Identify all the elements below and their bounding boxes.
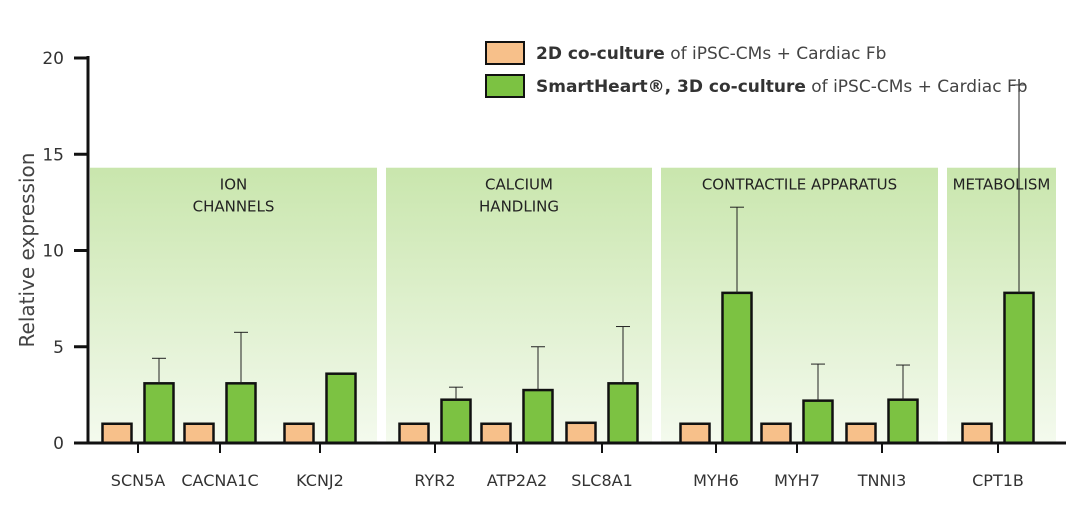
x-tick-label: KCNJ2 <box>296 471 344 490</box>
legend-bold-text: SmartHeart®, 3D co-culture <box>536 77 806 97</box>
bar-2d-atp2a2 <box>480 422 512 445</box>
group-label: CONTRACTILE APPARATUS <box>702 176 897 194</box>
group-background <box>661 167 938 443</box>
bar-3d-atp2a2 <box>522 388 554 445</box>
legend-rest-text: of iPSC-CMs + Cardiac Fb <box>665 44 887 64</box>
x-tick-label: CACNA1C <box>181 471 258 490</box>
y-tick-label: 20 <box>42 49 64 69</box>
x-tick-label: RYR2 <box>414 471 455 490</box>
bar-3d-slc8a1 <box>607 382 639 445</box>
x-tick-label: MYH7 <box>774 471 820 490</box>
x-tick-label: ATP2A2 <box>487 471 547 490</box>
group-label-line: CHANNELS <box>193 198 275 216</box>
group-label: METABOLISM <box>953 176 1051 194</box>
group-label-line: CONTRACTILE APPARATUS <box>702 176 897 194</box>
bar-3d-tnni3 <box>887 398 919 445</box>
y-axis-title: Relative expression <box>15 153 39 348</box>
group-label-line: CALCIUM <box>485 176 553 194</box>
labels: ION CHANNELS CALCIUM HANDLING CONTRACTILE AP… <box>15 49 1050 490</box>
bar-3d-myh7 <box>802 399 834 445</box>
y-tick-label: 0 <box>53 434 64 454</box>
legend-swatch-2d <box>485 41 525 65</box>
bar-2d-cacna1c <box>183 422 215 445</box>
bar-2d-slc8a1 <box>565 421 597 445</box>
legend-rest-text: of iPSC-CMs + Cardiac Fb <box>806 77 1028 97</box>
bar-2d-myh6 <box>679 422 711 445</box>
bar-3d-cpt1b <box>1003 291 1035 445</box>
x-tick-label: SCN5A <box>111 471 165 490</box>
bar-2d-tnni3 <box>845 422 877 445</box>
group-label: ION CHANNELS <box>193 176 275 216</box>
group-label: CALCIUM HANDLING <box>479 176 559 216</box>
bar-2d-ryr2 <box>398 422 430 445</box>
legend-entry-3d: SmartHeart®, 3D co-culture of iPSC-CMs +… <box>536 77 1028 97</box>
x-tick-label: CPT1B <box>972 471 1024 490</box>
group-background <box>947 167 1056 443</box>
axes <box>74 56 1066 453</box>
x-tick-label: TNNI3 <box>857 471 907 490</box>
bar-2d-cpt1b <box>961 422 993 445</box>
bar-2d-scn5a <box>101 422 133 445</box>
legend: 2D co-culture of iPSC-CMs + Cardiac FbSm… <box>485 41 1028 98</box>
y-tick-label: 5 <box>53 338 64 358</box>
bar-2d-myh7 <box>760 422 792 445</box>
bar-3d-ryr2 <box>440 398 472 445</box>
x-tick-label: SLC8A1 <box>571 471 633 490</box>
legend-bold-text: 2D co-culture <box>536 44 665 64</box>
group-label-line: METABOLISM <box>953 176 1051 194</box>
y-tick-label: 15 <box>42 145 64 165</box>
bar-3d-kcnj2 <box>325 372 357 445</box>
group-backgrounds <box>90 167 1056 443</box>
bar-2d-kcnj2 <box>283 422 315 445</box>
bars <box>101 84 1035 445</box>
legend-entry-2d: 2D co-culture of iPSC-CMs + Cardiac Fb <box>536 44 886 64</box>
group-label-line: HANDLING <box>479 198 559 216</box>
legend-swatch-3d <box>485 74 525 98</box>
bar-3d-cacna1c <box>225 382 257 445</box>
group-label-line: ION <box>220 176 247 194</box>
bar-3d-scn5a <box>143 382 175 445</box>
y-tick-label: 10 <box>42 242 64 262</box>
x-tick-label: MYH6 <box>693 471 739 490</box>
bar-3d-myh6 <box>721 291 753 445</box>
